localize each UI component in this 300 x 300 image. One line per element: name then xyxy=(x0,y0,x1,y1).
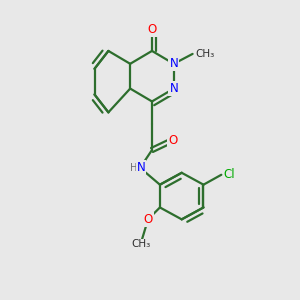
Text: Cl: Cl xyxy=(223,168,235,181)
Text: O: O xyxy=(143,213,153,226)
Text: N: N xyxy=(137,161,146,174)
Text: CH₃: CH₃ xyxy=(196,49,215,59)
Text: O: O xyxy=(168,134,177,147)
Text: N: N xyxy=(169,57,178,70)
Text: N: N xyxy=(169,82,178,95)
Text: methoxy: methoxy xyxy=(142,240,148,241)
Text: CH₃: CH₃ xyxy=(131,239,151,249)
Text: H: H xyxy=(130,163,137,173)
Text: O: O xyxy=(147,22,157,36)
Text: methyl: methyl xyxy=(195,52,200,54)
